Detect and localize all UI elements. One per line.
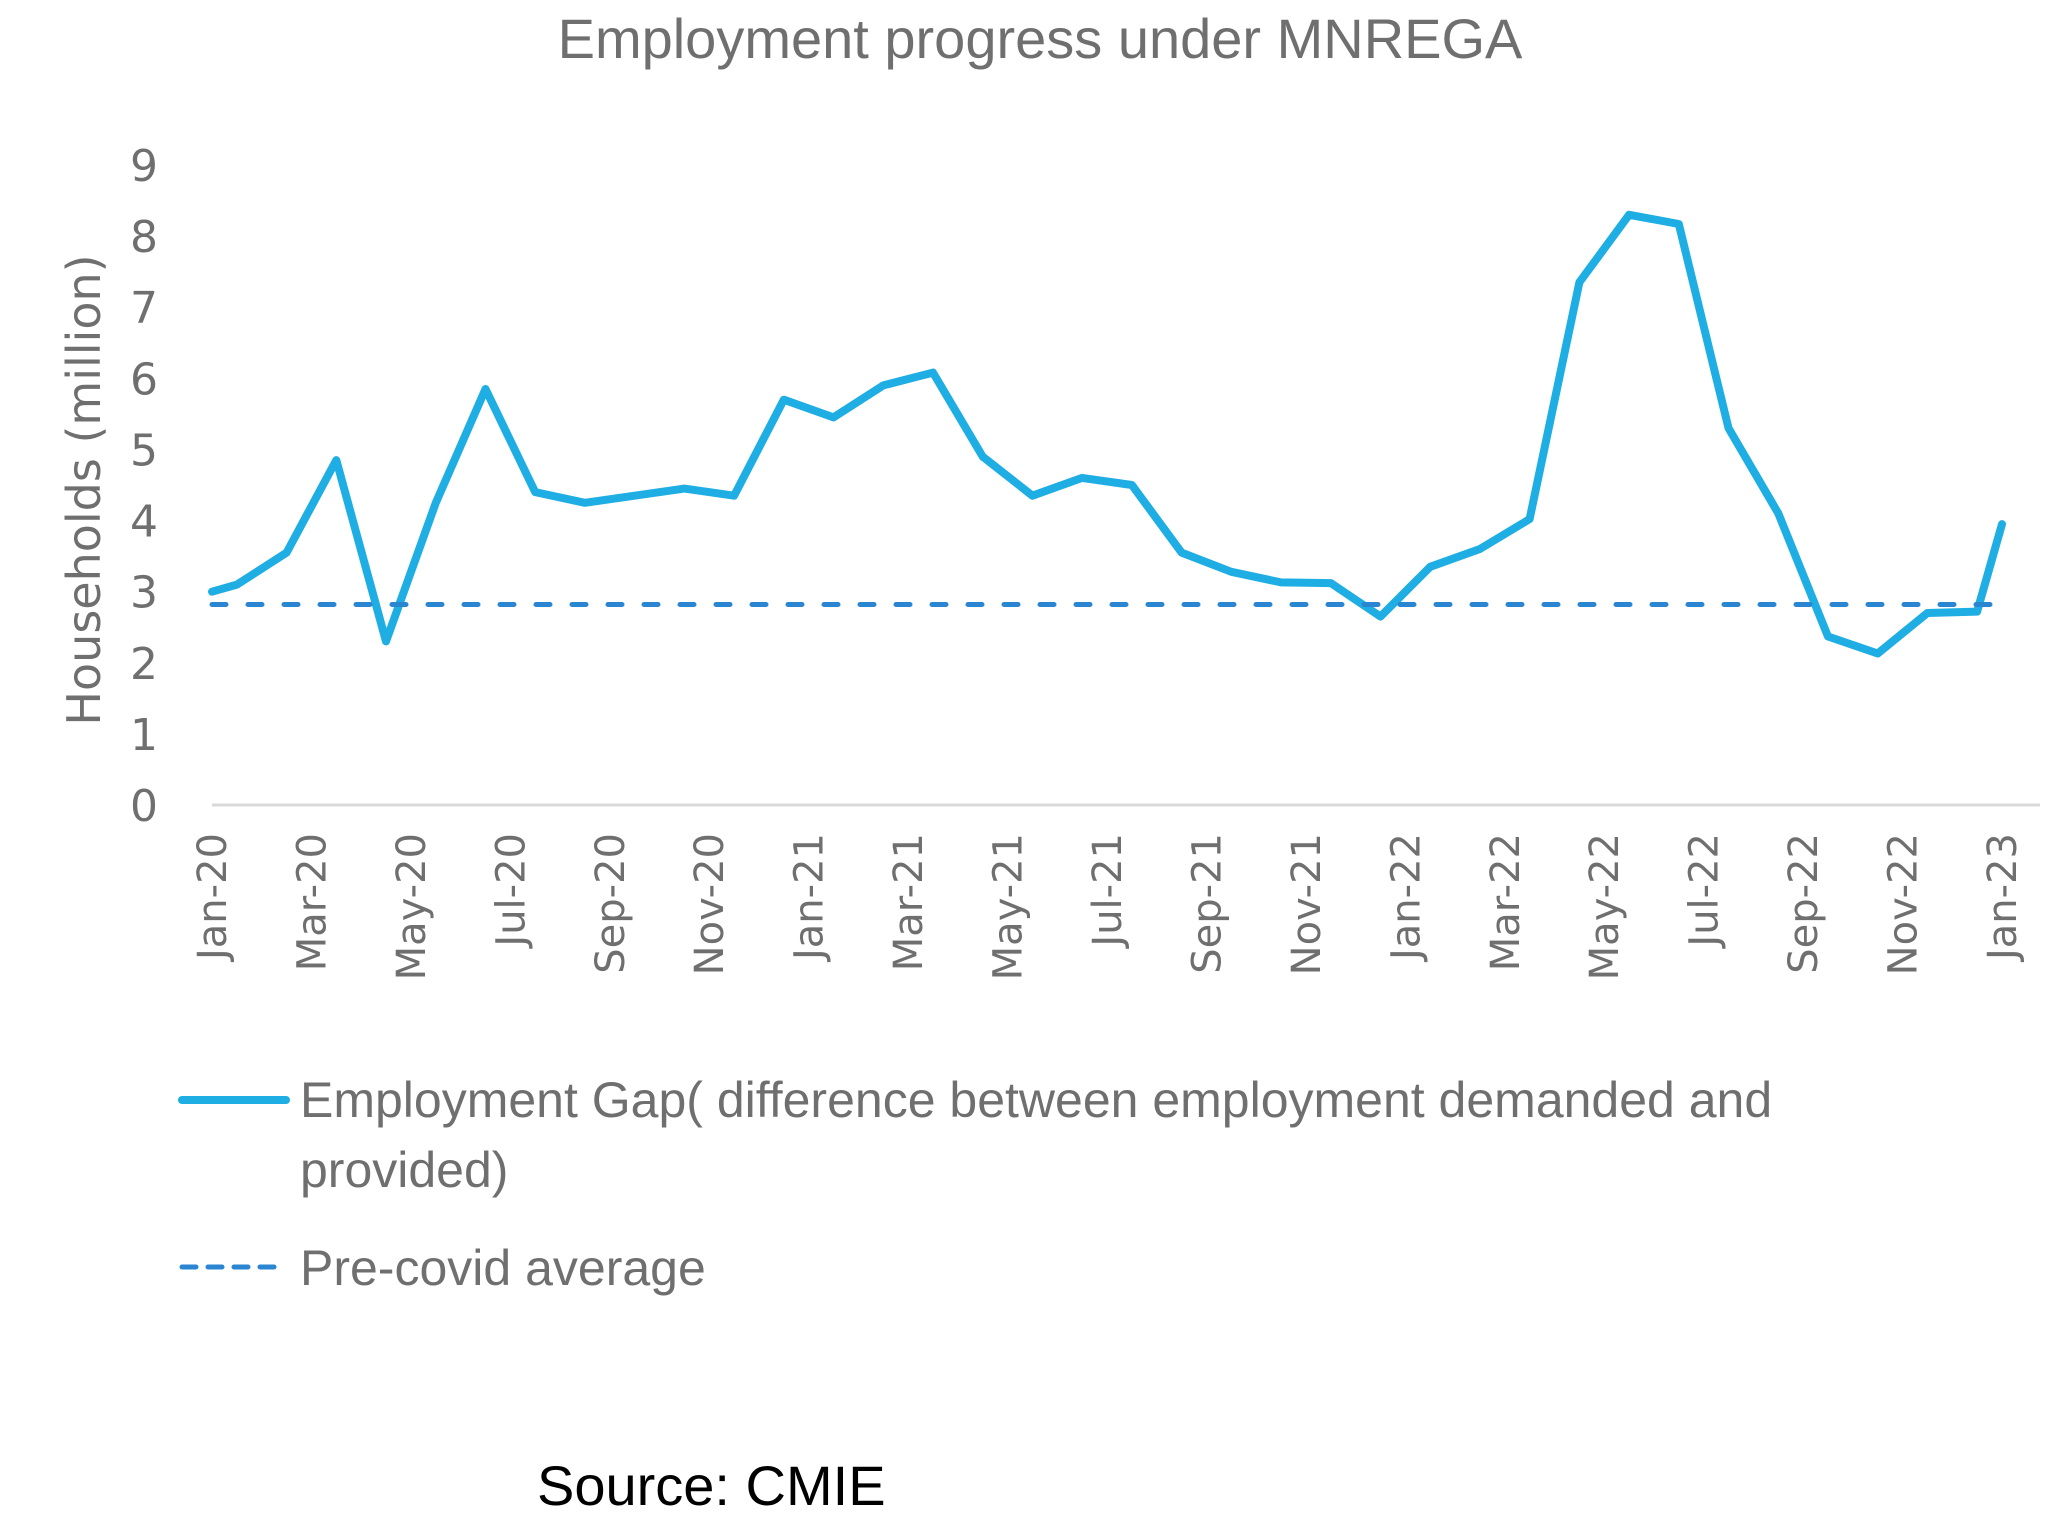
x-tick-label: May-22 — [1582, 833, 1628, 980]
x-tick-label: Nov-22 — [1881, 833, 1927, 975]
y-tick-label: 7 — [130, 283, 158, 334]
legend-label-employment-gap-line2: provided) — [300, 1142, 508, 1198]
series-line-employment-gap — [208, 210, 2006, 658]
x-tick-label: Sep-22 — [1781, 833, 1827, 974]
x-tick-label: Jul-21 — [1085, 833, 1131, 950]
source-note: Source: CMIE — [537, 1454, 886, 1513]
y-tick-label: 9 — [130, 141, 158, 192]
y-tick-label: 1 — [130, 710, 158, 761]
y-axis-label: Households (million) — [57, 254, 111, 725]
y-tick-label: 0 — [130, 781, 158, 832]
legend-label-pre-covid-average: Pre-covid average — [300, 1240, 706, 1296]
y-tick-label: 6 — [130, 354, 158, 405]
x-tick-label: Jan-20 — [190, 833, 236, 963]
x-tick-label: Jul-22 — [1682, 833, 1728, 950]
x-tick-label: Jan-21 — [787, 833, 833, 963]
x-tick-label: Nov-21 — [1284, 833, 1330, 975]
x-tick-label: Sep-20 — [588, 833, 634, 974]
x-tick-label: Jan-23 — [1980, 833, 2026, 963]
plot-series — [208, 210, 2006, 658]
x-tick-label: Jul-20 — [488, 833, 534, 950]
y-tick-label: 3 — [130, 568, 158, 619]
x-tick-label: Mar-21 — [886, 833, 932, 971]
x-axis-ticks: Jan-20 Mar-20 May-20 Jul-20 Sep-20 Nov-20 Jan-… — [190, 833, 2026, 980]
y-axis-ticks: 0 1 2 3 4 5 6 7 8 9 — [130, 141, 158, 832]
x-tick-label: Mar-20 — [289, 833, 335, 971]
x-tick-label: May-21 — [986, 833, 1032, 980]
x-tick-label: May-20 — [389, 833, 435, 980]
y-tick-label: 5 — [130, 425, 158, 476]
x-tick-label: Jan-22 — [1383, 833, 1429, 963]
legend: Employment Gap( difference between emplo… — [178, 1072, 1772, 1296]
chart-title: Employment progress under MNREGA — [558, 7, 1523, 70]
legend-label-employment-gap: Employment Gap( difference between emplo… — [300, 1072, 1772, 1128]
y-tick-label: 2 — [130, 639, 158, 690]
x-tick-label: Sep-21 — [1184, 833, 1230, 974]
y-tick-label: 4 — [130, 497, 158, 548]
y-tick-label: 8 — [130, 212, 158, 263]
x-tick-label: Mar-22 — [1483, 833, 1529, 971]
x-tick-label: Nov-20 — [687, 833, 733, 975]
